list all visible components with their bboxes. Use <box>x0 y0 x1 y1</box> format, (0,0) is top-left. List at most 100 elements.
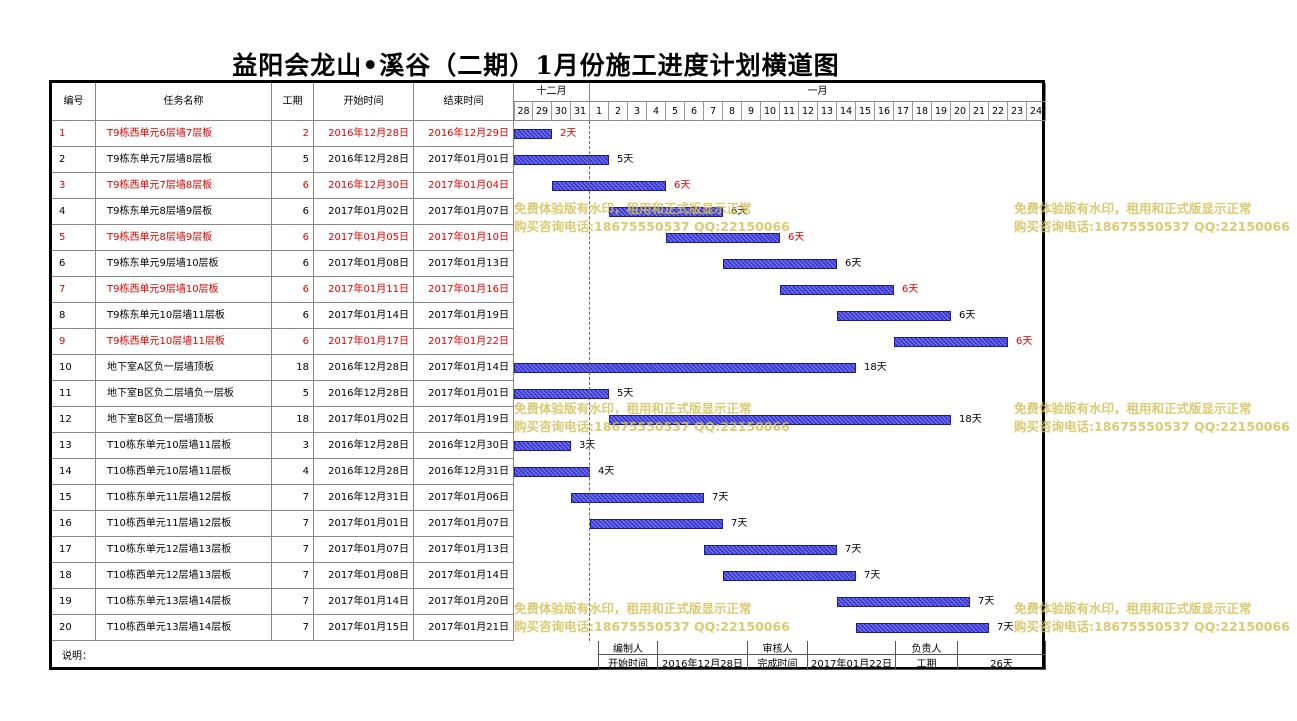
day-header-cell: 21 <box>970 102 989 121</box>
month-january: 一月 <box>590 83 1046 102</box>
task-name: 地下室B区负二层墙负一层板 <box>96 381 272 407</box>
task-start: 2016年12月31日 <box>314 485 414 511</box>
task-start: 2017年01月08日 <box>314 563 414 589</box>
task-id: 12 <box>52 407 96 433</box>
day-header-cell: 24 <box>1027 102 1046 121</box>
task-end: 2017年01月01日 <box>414 147 514 173</box>
day-header-cell: 10 <box>761 102 780 121</box>
task-duration: 6 <box>272 173 314 199</box>
task-id: 3 <box>52 173 96 199</box>
task-duration: 5 <box>272 147 314 173</box>
task-end: 2017年01月20日 <box>414 589 514 615</box>
gantt-bar-label: 5天 <box>617 388 634 399</box>
start-time-label: 开始时间 <box>598 655 658 670</box>
watermark: 免费体验版有水印，租用和正式版显示正常 购买咨询电话:18675550537 QQ… <box>1014 601 1290 634</box>
task-id: 2 <box>52 147 96 173</box>
gantt-bar <box>514 129 552 139</box>
task-id: 10 <box>52 355 96 381</box>
gantt-bar-label: 6天 <box>731 206 748 217</box>
gantt-bar-label: 7天 <box>978 596 995 607</box>
gantt-bar <box>723 259 837 269</box>
task-name: T9栋东单元10层墙11层板 <box>96 303 272 329</box>
gantt-bar <box>723 571 856 581</box>
task-name: 地下室B区负一层墙顶板 <box>96 407 272 433</box>
gantt-bar-label: 7天 <box>845 544 862 555</box>
day-header-cell: 20 <box>951 102 970 121</box>
task-end: 2016年12月31日 <box>414 459 514 485</box>
header-task-name: 任务名称 <box>96 83 272 121</box>
month-divider-line <box>589 121 590 641</box>
responsible-label: 负责人 <box>896 641 958 655</box>
watermark: 免费体验版有水印，租用和正式版显示正常 购买咨询电话:18675550537 QQ… <box>1014 401 1290 434</box>
task-duration: 6 <box>272 329 314 355</box>
gantt-bar-label: 7天 <box>997 622 1014 633</box>
task-id: 11 <box>52 381 96 407</box>
task-name: 地下室A区负一层墙顶板 <box>96 355 272 381</box>
gantt-bar <box>514 441 571 451</box>
task-name: T9栋西单元9层墙10层板 <box>96 277 272 303</box>
task-name: T9栋东单元9层墙10层板 <box>96 251 272 277</box>
day-header-cell: 12 <box>799 102 818 121</box>
task-duration: 7 <box>272 485 314 511</box>
task-start: 2016年12月28日 <box>314 381 414 407</box>
task-id: 18 <box>52 563 96 589</box>
task-id: 14 <box>52 459 96 485</box>
task-id: 16 <box>52 511 96 537</box>
task-duration: 6 <box>272 277 314 303</box>
reviewer-value <box>808 641 896 655</box>
finish-time-label: 完成时间 <box>748 655 808 670</box>
task-end: 2017年01月22日 <box>414 329 514 355</box>
task-end: 2017年01月19日 <box>414 303 514 329</box>
task-start: 2017年01月14日 <box>314 589 414 615</box>
task-start: 2017年01月11日 <box>314 277 414 303</box>
task-duration: 7 <box>272 511 314 537</box>
day-header-cell: 14 <box>837 102 856 121</box>
gantt-bar <box>609 415 951 425</box>
day-header-cell: 4 <box>647 102 666 121</box>
day-header-cell: 1 <box>590 102 609 121</box>
task-name: T10栋东单元10层墙11层板 <box>96 433 272 459</box>
task-name: T9栋东单元8层墙9层板 <box>96 199 272 225</box>
gantt-bar-label: 5天 <box>617 154 634 165</box>
task-end: 2017年01月16日 <box>414 277 514 303</box>
gantt-bar <box>780 285 894 295</box>
gantt-bar <box>552 181 666 191</box>
day-header-cell: 29 <box>533 102 552 121</box>
gantt-bar <box>837 597 970 607</box>
task-name: T9栋西单元7层墙8层板 <box>96 173 272 199</box>
day-header-cell: 22 <box>989 102 1008 121</box>
gantt-bar-label: 2天 <box>560 128 577 139</box>
day-header-cell: 31 <box>571 102 590 121</box>
task-duration: 6 <box>272 225 314 251</box>
gantt-bar-label: 6天 <box>845 258 862 269</box>
day-header-cell: 23 <box>1008 102 1027 121</box>
gantt-bar-label: 7天 <box>864 570 881 581</box>
task-duration: 7 <box>272 537 314 563</box>
task-id: 8 <box>52 303 96 329</box>
task-id: 7 <box>52 277 96 303</box>
gantt-bar <box>514 467 590 477</box>
gantt-bar <box>856 623 989 633</box>
day-header-cell: 8 <box>723 102 742 121</box>
task-duration: 5 <box>272 381 314 407</box>
task-duration: 7 <box>272 615 314 641</box>
task-name: T9栋西单元8层墙9层板 <box>96 225 272 251</box>
task-start: 2016年12月28日 <box>314 433 414 459</box>
compiler-value <box>658 641 748 655</box>
task-end: 2017年01月06日 <box>414 485 514 511</box>
task-duration: 6 <box>272 199 314 225</box>
gantt-table-frame <box>49 80 1045 670</box>
day-header-cell: 30 <box>552 102 571 121</box>
task-duration: 4 <box>272 459 314 485</box>
task-name: T10栋西单元12层墙13层板 <box>96 563 272 589</box>
task-duration: 7 <box>272 563 314 589</box>
task-end: 2017年01月10日 <box>414 225 514 251</box>
gantt-bar-label: 7天 <box>731 518 748 529</box>
page-title: 益阳会龙山•溪谷（二期）1月份施工进度计划横道图 <box>232 51 840 80</box>
day-header-cell: 28 <box>514 102 533 121</box>
gantt-bar-label: 18天 <box>864 362 887 373</box>
task-start: 2016年12月28日 <box>314 355 414 381</box>
task-start: 2017年01月14日 <box>314 303 414 329</box>
task-duration: 7 <box>272 589 314 615</box>
task-id: 4 <box>52 199 96 225</box>
